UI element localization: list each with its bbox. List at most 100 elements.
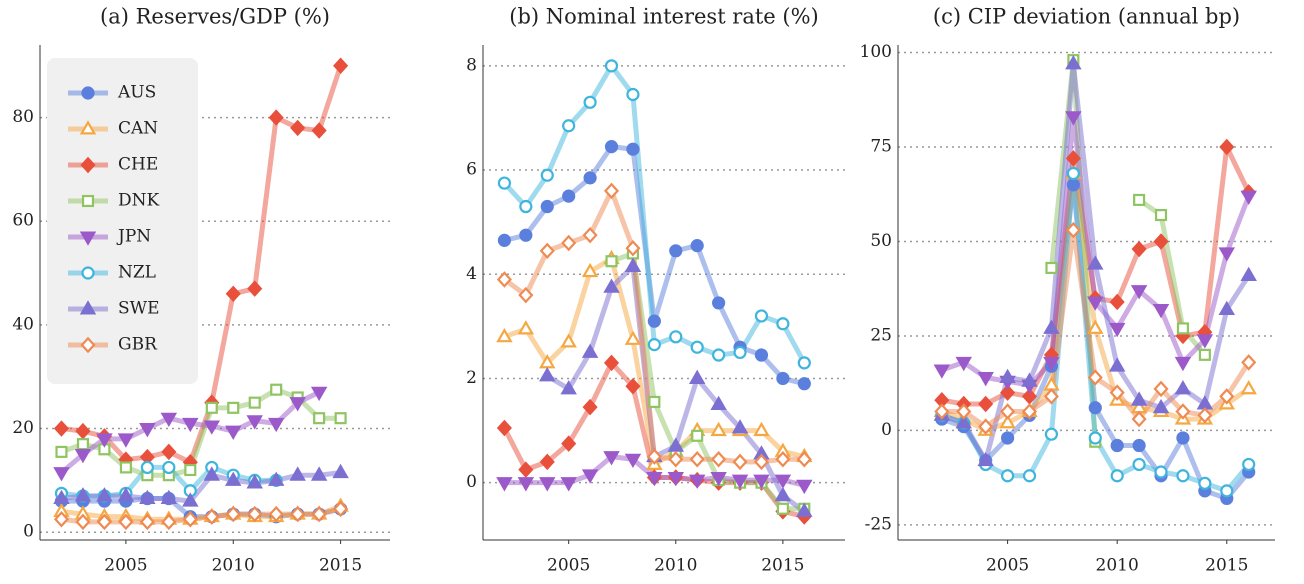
marker [519,228,533,242]
marker [1065,111,1082,126]
legend-label: JPN [116,227,151,247]
marker [267,471,285,486]
marker [732,453,748,471]
x-tick-label: 2010 [212,556,255,576]
marker [796,451,812,468]
legend-label: DNK [118,191,160,211]
y-tick-label: 50 [870,231,892,251]
marker [1174,380,1192,395]
marker [203,420,221,435]
marker [776,317,790,331]
marker [539,453,555,471]
x-tick-label: 2010 [1096,556,1139,576]
marker [246,474,263,489]
marker [731,419,749,434]
marker [205,401,218,414]
x-tick-label: 2015 [319,556,362,576]
marker [934,403,950,420]
marker [668,451,684,468]
marker [1152,398,1170,414]
marker [1154,465,1168,479]
y-tick-label: 0 [881,420,892,440]
y-tick-label: 20 [12,418,34,438]
marker [290,505,306,523]
marker [96,487,113,502]
marker [539,242,555,260]
panel: (c) CIP deviation (annual bp) -25 0 25 50 75 1… [860,5,1275,576]
marker [582,226,598,244]
marker [225,285,241,303]
marker [1130,285,1148,300]
marker [603,278,620,293]
marker [182,511,198,528]
marker [1087,319,1104,334]
marker [1240,380,1257,395]
marker [75,422,91,440]
marker [1066,166,1080,181]
marker [1022,469,1037,483]
marker [1087,255,1104,270]
marker [710,395,727,411]
legend-label: CAN [118,119,158,139]
marker [1154,208,1168,222]
marker [626,142,640,156]
y-tick-label: 2 [466,368,477,388]
marker [797,356,811,370]
marker [1000,384,1016,401]
marker [774,486,792,502]
marker [999,414,1016,429]
marker [774,474,792,489]
marker [604,59,619,73]
marker [1218,247,1236,262]
marker [310,386,328,402]
marker [648,395,661,408]
marker [289,397,306,412]
marker [310,466,328,481]
marker [562,119,576,133]
marker [1065,55,1082,70]
marker [667,437,685,452]
marker [80,336,96,354]
marker [162,460,176,475]
marker [139,513,155,531]
marker [776,371,790,386]
marker [496,271,512,288]
y-tick-label: 25 [870,325,892,345]
marker [1000,431,1015,445]
marker [604,140,619,154]
marker [1198,348,1211,361]
marker [1110,469,1124,483]
marker [161,513,177,531]
marker [496,327,513,343]
marker [1174,356,1192,372]
marker [81,194,95,208]
marker [1241,354,1257,371]
legend-label: GBR [118,335,158,355]
marker [519,199,533,214]
marker [1088,401,1102,415]
marker [711,451,727,468]
marker [227,401,240,414]
marker [79,300,97,315]
x-tick-label: 2015 [1205,556,1248,576]
marker [311,505,327,523]
marker [1133,193,1146,206]
marker [1000,469,1015,483]
marker [332,463,349,479]
marker [160,489,178,505]
marker [1242,457,1256,472]
marker [754,309,769,323]
marker [81,266,95,280]
marker [712,296,726,310]
marker [688,474,706,489]
marker [753,453,770,471]
marker [203,466,221,481]
marker [496,477,513,492]
marker [1087,296,1104,311]
marker [977,372,994,387]
marker [518,461,534,478]
marker [1087,369,1103,386]
marker [1088,431,1102,445]
marker [248,396,261,409]
marker [247,505,263,523]
